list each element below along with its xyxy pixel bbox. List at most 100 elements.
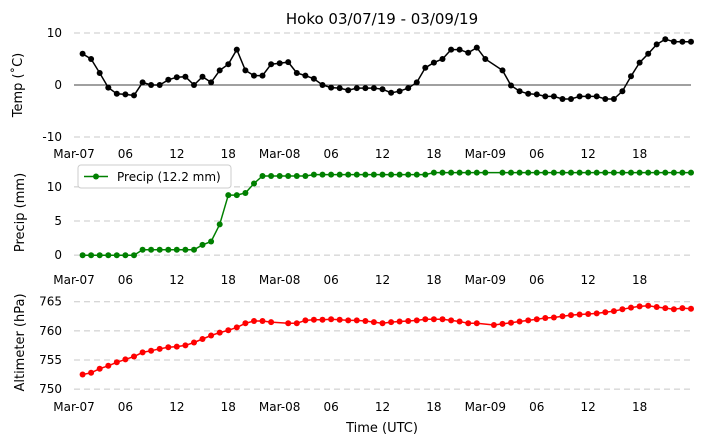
x-tick-label: Mar-07 — [53, 400, 94, 414]
data-point — [662, 36, 669, 43]
data-point — [302, 317, 309, 324]
data-point — [628, 73, 634, 80]
data-point — [636, 59, 643, 66]
data-point — [233, 324, 240, 331]
data-point — [379, 86, 386, 93]
x-tick-label: 06 — [118, 147, 133, 161]
data-point — [422, 171, 429, 178]
data-point — [610, 308, 617, 315]
data-point — [482, 169, 489, 176]
x-tick-label: 12 — [581, 273, 596, 287]
x-tick-label: 06 — [118, 400, 133, 414]
data-point — [370, 171, 377, 178]
data-point — [508, 169, 514, 176]
data-point — [473, 169, 480, 176]
data-point — [276, 173, 283, 179]
data-point — [456, 318, 463, 325]
x-tick-label: 18 — [632, 147, 647, 161]
data-point — [653, 41, 660, 48]
data-point — [439, 56, 446, 62]
data-point — [182, 73, 189, 80]
y-tick-label: 5 — [54, 214, 62, 228]
data-point — [225, 192, 232, 199]
data-point — [88, 369, 95, 376]
data-point — [293, 320, 300, 327]
data-point — [148, 246, 155, 253]
data-point — [370, 319, 377, 326]
data-point — [499, 67, 506, 74]
data-point — [113, 252, 120, 259]
y-tick-label: 765 — [39, 295, 62, 309]
x-tick-label: 18 — [632, 400, 647, 414]
data-point — [568, 96, 574, 102]
data-point — [182, 342, 189, 349]
data-point — [328, 171, 335, 178]
data-point — [259, 173, 266, 179]
data-point — [319, 82, 326, 88]
data-point — [216, 67, 223, 74]
data-point — [165, 246, 172, 253]
data-point — [233, 46, 240, 53]
data-point — [670, 306, 677, 313]
data-point — [413, 79, 420, 86]
data-point — [439, 316, 446, 323]
y-tick-label: 10 — [47, 180, 62, 194]
data-point — [662, 305, 669, 312]
data-point — [336, 316, 343, 323]
data-point — [199, 336, 206, 342]
data-point — [670, 169, 677, 176]
data-point — [251, 318, 257, 324]
x-tick-label: 06 — [529, 400, 544, 414]
data-point — [131, 92, 137, 99]
y-tick-label: 760 — [39, 324, 62, 338]
data-point — [328, 316, 335, 323]
x-tick-label: 12 — [169, 400, 184, 414]
data-point — [550, 169, 557, 176]
data-point — [191, 82, 197, 88]
data-point — [628, 169, 634, 176]
x-tick-label: 18 — [426, 273, 441, 287]
data-point — [251, 72, 257, 79]
data-point — [473, 320, 480, 327]
data-point — [396, 88, 403, 95]
data-point — [379, 320, 386, 327]
x-tick-label: 06 — [323, 147, 338, 161]
x-tick-label: 18 — [632, 273, 647, 287]
data-point — [688, 169, 694, 176]
x-tick-label: Mar-08 — [259, 400, 300, 414]
x-tick-label: 12 — [375, 273, 390, 287]
data-point — [602, 96, 609, 102]
data-point — [139, 246, 146, 253]
y-tick-label: 755 — [39, 353, 62, 367]
data-point — [259, 318, 266, 324]
data-point — [576, 169, 583, 176]
data-point — [619, 88, 626, 95]
data-point — [362, 85, 369, 92]
data-point — [79, 50, 86, 57]
data-point — [96, 70, 103, 76]
data-point — [242, 67, 249, 74]
data-point — [302, 173, 309, 179]
data-point — [585, 169, 592, 176]
data-point — [88, 56, 95, 62]
data-point — [173, 246, 180, 253]
data-point — [131, 252, 137, 259]
data-point — [302, 72, 309, 79]
data-point — [413, 317, 420, 324]
x-axis-label: Time (UTC) — [345, 421, 418, 436]
data-point — [439, 169, 446, 176]
data-point — [156, 345, 163, 352]
x-tick-label: 12 — [581, 147, 596, 161]
data-point — [268, 61, 275, 68]
data-point — [96, 252, 103, 259]
data-point — [165, 344, 172, 351]
data-point — [559, 169, 566, 176]
data-point — [679, 305, 686, 312]
data-point — [645, 302, 652, 309]
data-point — [285, 173, 292, 179]
data-point — [388, 89, 395, 96]
data-point — [610, 96, 617, 102]
x-tick-label: Mar-07 — [53, 147, 94, 161]
x-tick-label: 18 — [221, 400, 236, 414]
y-tick-label: 750 — [39, 382, 62, 396]
